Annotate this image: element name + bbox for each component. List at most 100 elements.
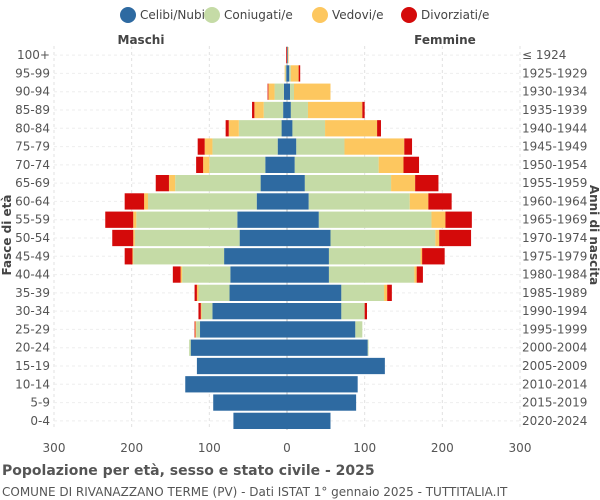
bar-female-coniugati (341, 284, 385, 301)
birth-year-label: 1935-1939 (522, 103, 587, 117)
bar-male-coniugati (198, 284, 230, 301)
bar-male-coniugati (175, 175, 261, 192)
birth-year-label: 1925-1929 (522, 66, 587, 80)
bar-male-divorziati (105, 211, 134, 228)
bar-male-celibi (212, 303, 287, 320)
legend: Celibi/Nubili Coniugati/e Vedovi/e Divorzia… (120, 7, 489, 23)
bar-male-divorziati (194, 284, 197, 301)
y-axis-label-left: Fasce di età (0, 194, 14, 275)
x-tick-label: 100 (353, 441, 376, 455)
age-group-label: 50-54 (15, 231, 50, 245)
bar-male-divorziati (124, 193, 145, 210)
bar-female-coniugati (290, 101, 308, 119)
x-tick-label: 200 (431, 441, 454, 455)
age-group-label: 30-34 (15, 304, 50, 318)
bar-female-coniugati (367, 339, 369, 356)
bar-male-vedovi (268, 83, 275, 100)
bar-male-celibi (185, 376, 287, 393)
bar-female-celibi (287, 229, 331, 247)
age-group-label: 10-14 (15, 377, 50, 391)
bar-male-divorziati (198, 303, 201, 320)
males-header: Maschi (118, 33, 165, 47)
bar-male-vedovi (133, 229, 135, 247)
bar-male-celibi (260, 175, 287, 192)
bar-female-coniugati (294, 156, 379, 173)
bar-male-divorziati (196, 156, 204, 173)
bar-male-coniugati (147, 193, 257, 210)
bar-female-coniugati (308, 193, 410, 210)
bar-female-divorziati (415, 175, 439, 192)
birth-year-label: 1945-1949 (522, 140, 587, 154)
bar-female-coniugati (304, 175, 392, 192)
bar-male-divorziati (112, 229, 134, 247)
age-group-label: 85-89 (15, 103, 50, 117)
bar-female-divorziati (298, 65, 301, 82)
bar-female-divorziati (416, 266, 423, 283)
birth-year-label: 1995-1999 (522, 322, 587, 336)
bar-female-divorziati (403, 156, 420, 173)
x-tick-label: 300 (509, 441, 532, 455)
bar-female-celibi (287, 65, 290, 82)
bar-male-coniugati (209, 156, 266, 173)
legend-label: Vedovi/e (332, 8, 383, 22)
legend-label: Divorziati/e (421, 8, 489, 22)
bar-male-vedovi (284, 65, 286, 82)
age-group-label: 90-94 (15, 85, 50, 99)
bar-female-celibi (287, 394, 357, 411)
females-header: Femmine (414, 33, 476, 47)
age-group-label: 5-9 (30, 396, 50, 410)
bar-male-celibi (283, 83, 287, 100)
bar-female-coniugati (318, 211, 432, 228)
bar-male-divorziati (267, 83, 269, 100)
bar-male-divorziati (155, 175, 169, 192)
bar-female-coniugati (289, 65, 291, 82)
bar-female-vedovi (409, 193, 429, 210)
bar-male-divorziati (252, 101, 255, 119)
age-group-label: 15-19 (15, 359, 50, 373)
bar-male-vedovi (133, 211, 137, 228)
chart-subtitle: COMUNE DI RIVANAZZANO TERME (PV) - Dati … (2, 485, 508, 499)
bar-male-celibi (265, 156, 287, 173)
bar-female-divorziati (377, 120, 381, 137)
bar-female-celibi (287, 138, 297, 155)
bar-male-coniugati (196, 321, 201, 338)
bar-male-celibi (286, 65, 287, 82)
bar-male-vedovi (168, 175, 176, 192)
bar-male-celibi (230, 266, 287, 283)
age-group-label: 25-29 (15, 322, 50, 336)
bar-male-celibi (277, 138, 287, 155)
bar-female-divorziati (428, 193, 452, 210)
bar-male-coniugati (189, 339, 191, 356)
birth-year-label: 2000-2004 (522, 341, 587, 355)
bar-female-celibi (287, 83, 291, 100)
bar-male-divorziati (124, 248, 133, 265)
bar-female-vedovi (378, 156, 404, 173)
bar-female-vedovi (293, 83, 331, 100)
x-tick-label: 200 (120, 441, 143, 455)
bar-male-vedovi (132, 248, 134, 265)
bar-female-vedovi (420, 248, 423, 265)
legend-label: Celibi/Nubili (140, 8, 212, 22)
birth-year-label: 1930-1934 (522, 85, 587, 99)
legend-label: Coniugati/e (224, 8, 293, 22)
bar-male-coniugati (133, 248, 225, 265)
bar-male-coniugati (274, 83, 284, 100)
bar-female-celibi (287, 211, 319, 228)
bar-female-vedovi (307, 101, 363, 119)
birth-year-label: 1990-1994 (522, 304, 587, 318)
age-group-label: 95-99 (15, 66, 50, 80)
age-group-label: 100+ (17, 48, 50, 62)
bar-female-vedovi (435, 229, 440, 247)
birth-year-label: 1980-1984 (522, 268, 587, 282)
age-group-label: 75-79 (15, 140, 50, 154)
bar-female-coniugati (292, 120, 326, 137)
birth-year-label: 1970-1974 (522, 231, 587, 245)
bar-male-coniugati (134, 229, 240, 247)
bar-female-celibi (287, 47, 288, 64)
bar-male-celibi (196, 357, 287, 375)
bar-female-coniugati (355, 321, 363, 338)
birth-year-label: 2010-2014 (522, 377, 587, 391)
age-group-label: 45-49 (15, 249, 50, 263)
bar-female-vedovi (325, 120, 378, 137)
